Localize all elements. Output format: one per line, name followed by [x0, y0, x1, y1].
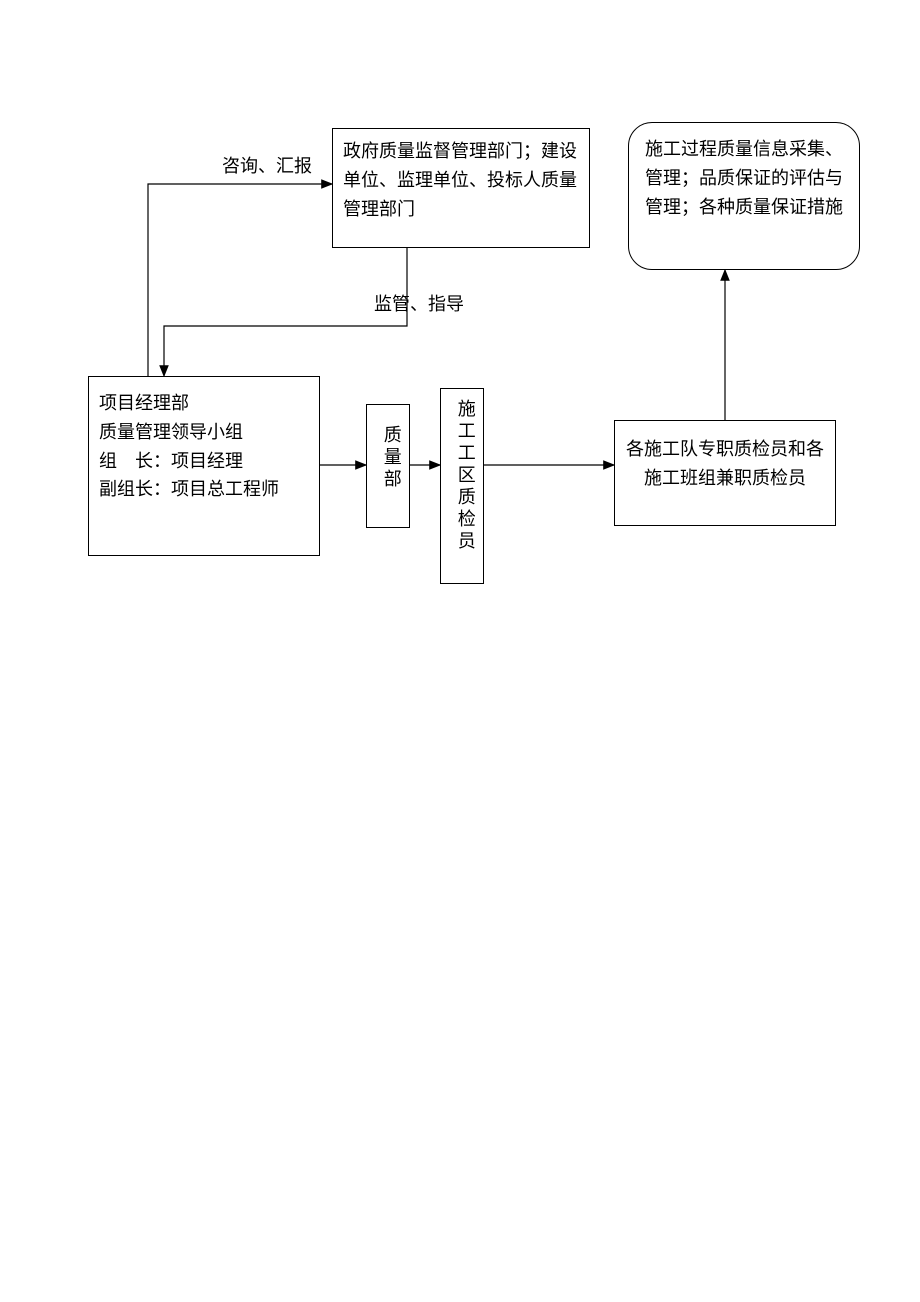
- node-quality-info: 施工过程质量信息采集、管理；品质保证的评估与管理；各种质量保证措施: [628, 122, 860, 270]
- node-quality-dept-text: 质量部: [377, 425, 406, 491]
- pm-line-1: 项目经理部: [99, 389, 309, 418]
- edge-label-supervise-text: 监管、指导: [374, 294, 464, 314]
- pm-line-4: 副组长：项目总工程师: [99, 475, 309, 504]
- edge-label-consult-text: 咨询、汇报: [222, 156, 312, 176]
- node-area-inspector-text: 施工工区质检员: [451, 399, 480, 553]
- edge-label-consult: 咨询、汇报: [222, 152, 312, 178]
- node-team-inspector: 各施工队专职质检员和各施工班组兼职质检员: [614, 420, 836, 526]
- flowchart-container: 政府质量监督管理部门；建设单位、监理单位、投标人质量管理部门 施工过程质量信息采…: [0, 0, 920, 1302]
- node-quality-info-text: 施工过程质量信息采集、管理；品质保证的评估与管理；各种质量保证措施: [645, 139, 843, 217]
- node-quality-dept: 质量部: [366, 404, 410, 528]
- node-area-inspector: 施工工区质检员: [440, 388, 484, 584]
- edge-label-supervise: 监管、指导: [374, 290, 464, 316]
- node-team-inspector-text: 各施工队专职质检员和各施工班组兼职质检员: [626, 439, 824, 488]
- pm-line-3: 组 长：项目经理: [99, 447, 309, 476]
- node-government-text: 政府质量监督管理部门；建设单位、监理单位、投标人质量管理部门: [343, 141, 577, 219]
- node-government-dept: 政府质量监督管理部门；建设单位、监理单位、投标人质量管理部门: [332, 128, 590, 248]
- node-project-manager: 项目经理部 质量管理领导小组 组 长：项目经理 副组长：项目总工程师: [88, 376, 320, 556]
- pm-line-2: 质量管理领导小组: [99, 418, 309, 447]
